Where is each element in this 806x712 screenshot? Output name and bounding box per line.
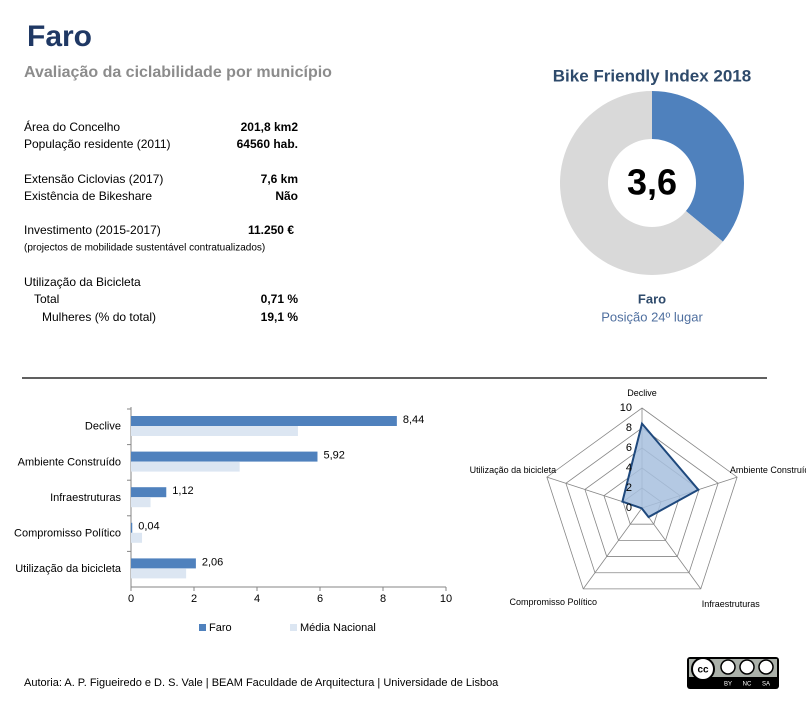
stat-value: 64560 hab. [237,137,298,151]
center-label: 3,6 [627,162,677,203]
y-tick-label: Ambiente Construído [18,456,121,468]
stat-value: 7,6 km [261,172,298,186]
legend-swatch [199,624,206,631]
stat-value: Não [275,189,298,203]
bar [131,497,151,508]
x-tick-label: 10 [440,593,452,605]
bar [131,461,240,472]
subtitle: Avaliação da ciclabilidade por município [24,64,332,81]
bar [131,487,167,498]
radar-area [621,421,700,519]
spoke [582,507,643,590]
y-tick-label: Utilização da bicicleta [15,563,122,575]
license-text: BY [724,682,732,688]
axis-label: Ambiente Construído [729,465,806,476]
y-tick-label: Declive [85,421,121,433]
donut-segment [559,91,723,275]
title: Faro [27,20,92,53]
legend-label: Faro [209,622,232,634]
stat-label: Existência de Bikeshare [24,189,152,203]
r-tick-label: 4 [626,462,632,474]
bar [131,416,397,426]
spoke [641,507,702,590]
stat-value: 201,8 km2 [241,120,299,134]
stat-note: (projectos de mobilidade sustentável con… [24,243,265,254]
y-tick-label: Compromisso Político [14,528,121,540]
stat-heading: Utilização da Bicicleta [24,275,141,289]
value-label: 5,92 [323,450,344,462]
x-tick-label: 0 [128,593,134,605]
stat-label: População residente (2011) [24,137,171,151]
value-label: 1,12 [172,485,193,497]
license-badge: cc BY NC SA [687,657,779,689]
grid-ring [546,407,738,590]
stat-value: 11.250 € [248,223,294,237]
grid-ring [565,427,719,574]
axis-label: Infraestruturas [701,598,760,609]
license-text: SA [762,682,770,688]
x-tick-label: 8 [380,593,386,605]
y-tick-label: Infraestruturas [50,492,121,504]
axis-label: Compromisso Político [509,596,597,607]
r-tick-label: 6 [626,442,632,454]
value-label: 8,44 [403,414,424,426]
bar [131,558,196,569]
bar [131,451,318,462]
license-text: NC [743,682,752,688]
stat-label: Mulheres (% do total) [42,310,156,324]
r-tick-label: 8 [626,422,632,434]
credit: Autoria: A. P. Figueiredo e D. S. Vale |… [24,677,499,689]
stat-label: Investimento (2015-2017) [24,223,161,237]
x-tick-label: 4 [254,593,260,605]
value-label: 2,06 [202,556,223,568]
r-tick-label: 2 [626,482,632,494]
stat-label: Extensão Ciclovias (2017) [24,172,163,186]
donut-segment [652,91,744,242]
x-tick-label: 2 [191,593,197,605]
r-tick-label: 10 [620,402,632,414]
stat-value: 19,1 % [261,310,299,324]
x-tick-label: 6 [317,593,323,605]
chart-title: Bike Friendly Index 2018 [553,66,751,85]
axis-label: Utilização da bicicleta [469,465,557,476]
bar [131,522,133,533]
bar [131,532,143,543]
bar [131,426,298,436]
r-tick-label: 0 [626,502,632,514]
stat-value: 0,71 % [261,292,299,306]
legend-swatch [290,624,297,631]
caption: Faro [638,291,666,306]
stat-label: Área do Concelho [24,119,120,134]
license-text: cc [697,665,709,676]
legend-label: Média Nacional [300,622,376,634]
bar [131,568,187,579]
value-label: 0,04 [138,521,159,533]
axis-label: Declive [627,388,657,398]
stat-label: Total [34,292,59,306]
subcaption: Posição 24º lugar [601,309,703,324]
